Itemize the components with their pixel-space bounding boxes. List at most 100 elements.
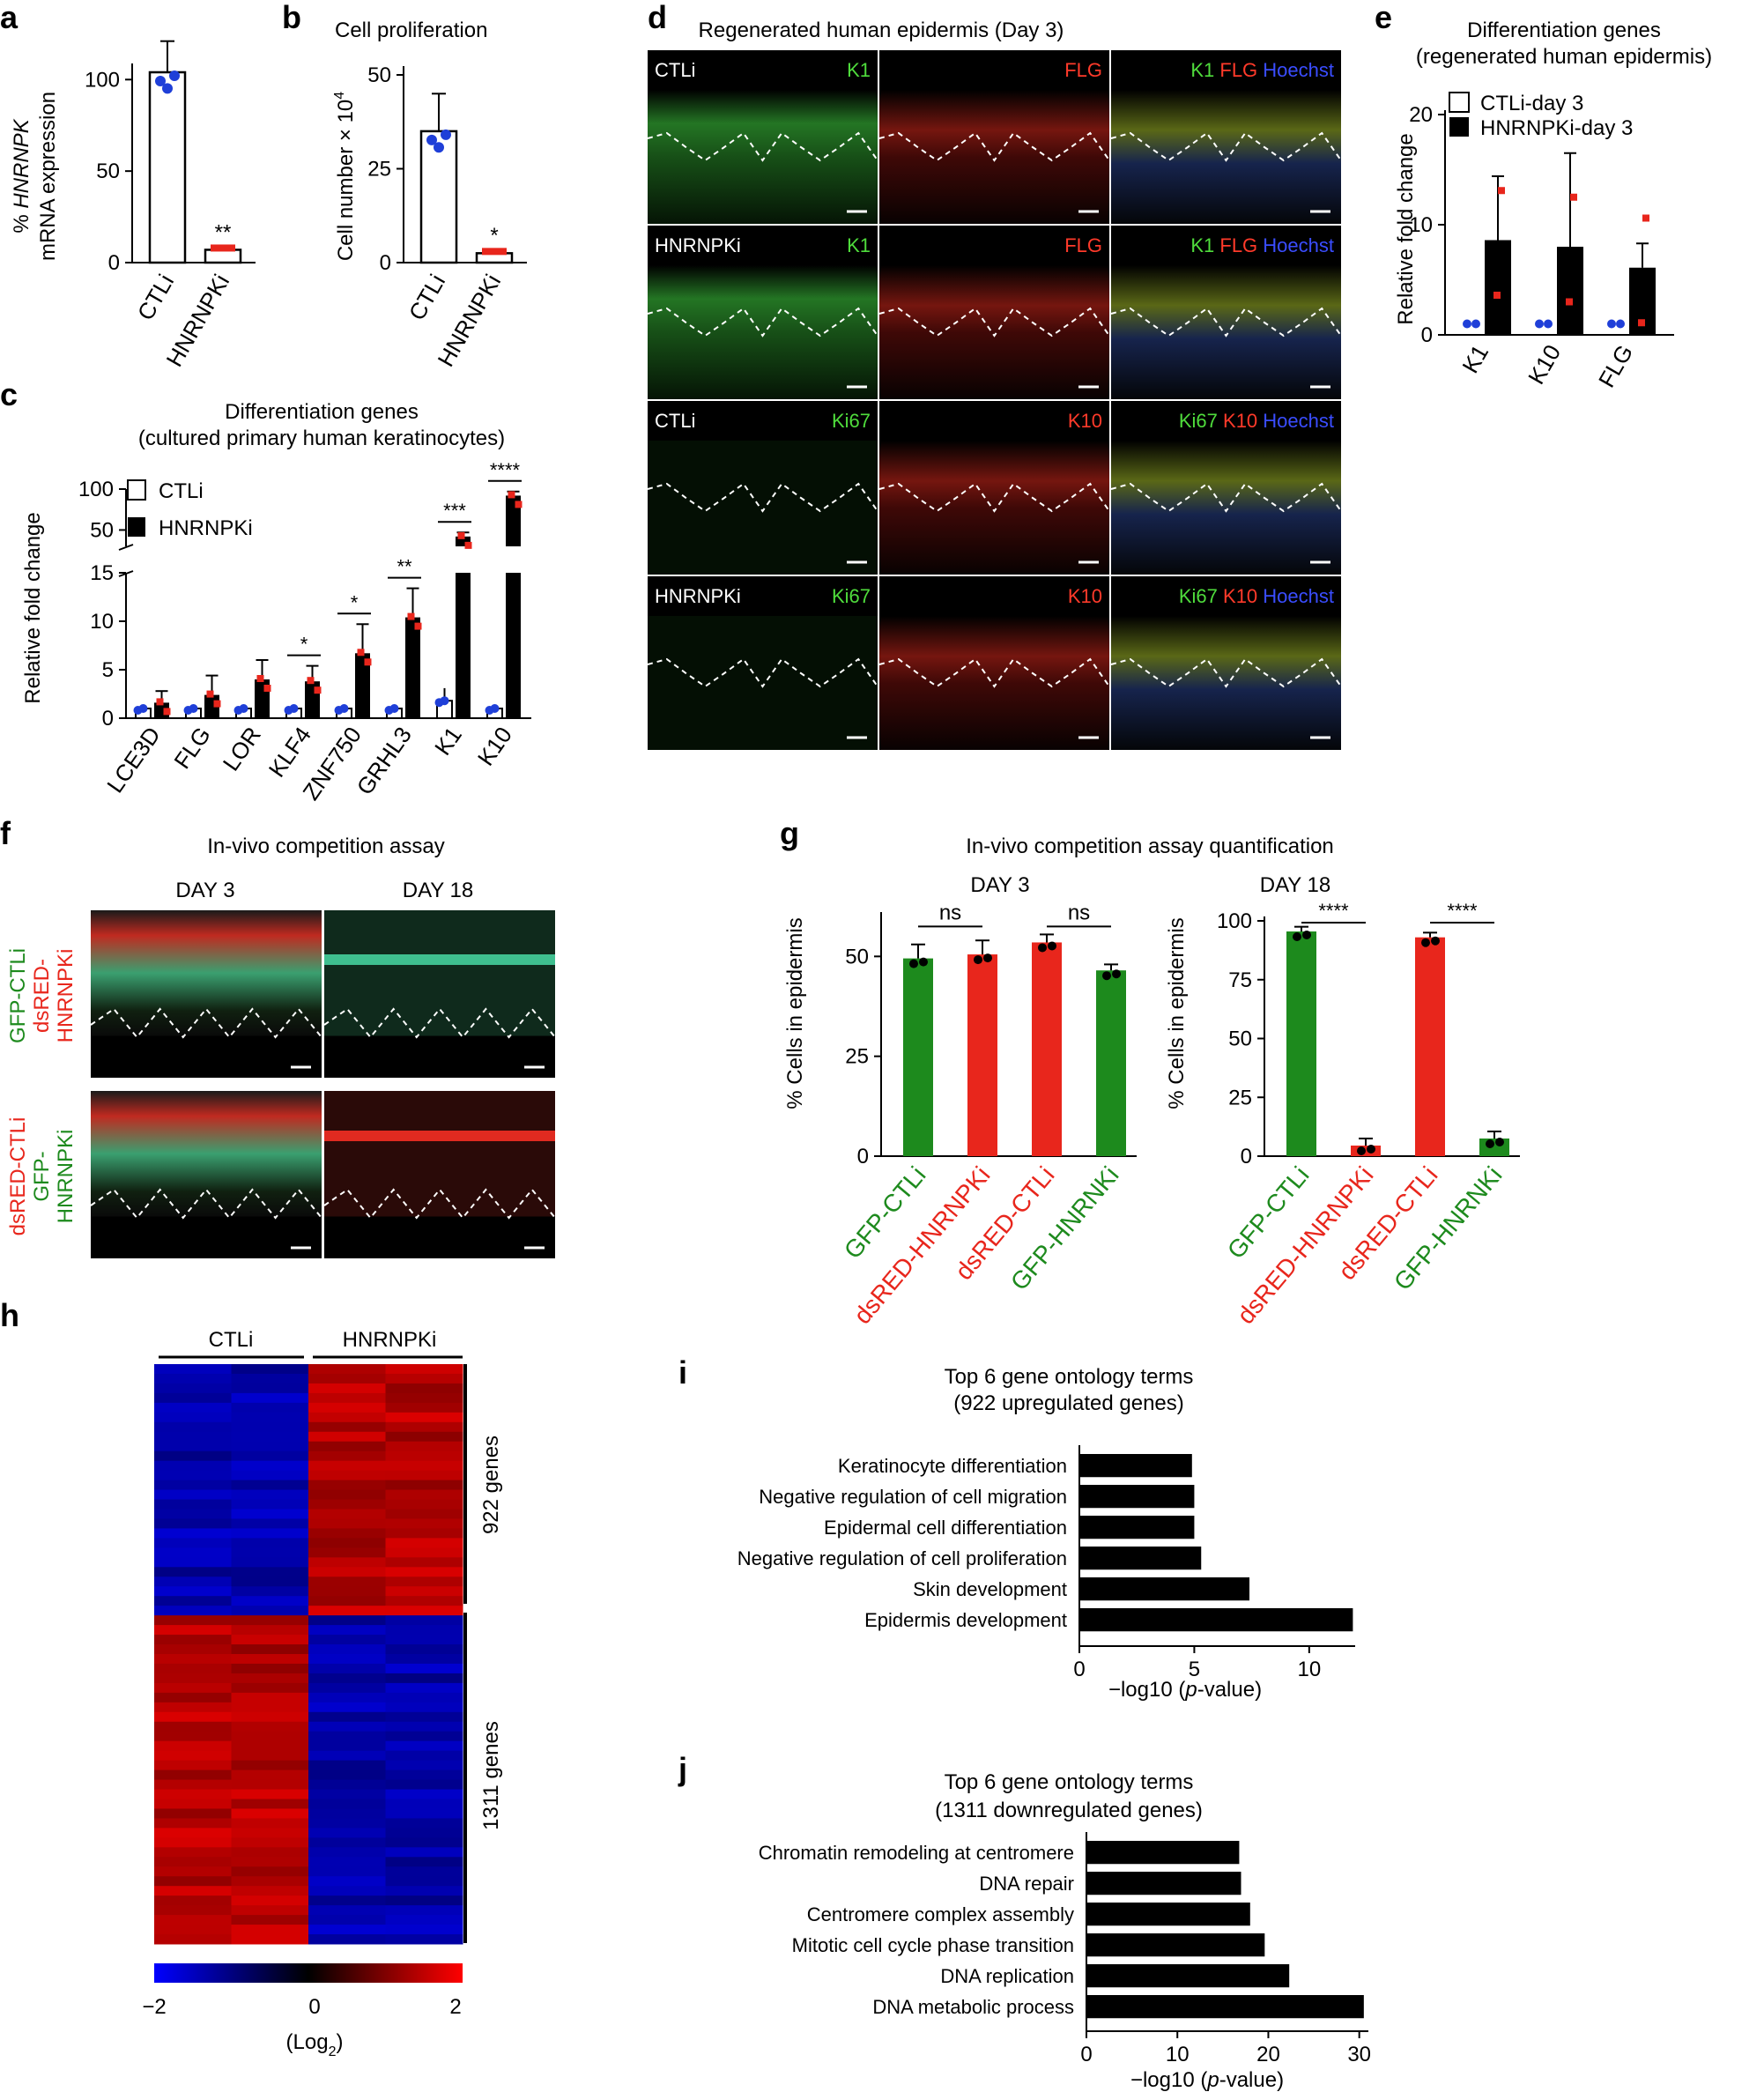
heatmap-cell (385, 1528, 463, 1539)
heatmap-cell (308, 1847, 386, 1858)
i-category-label-0: Keratinocyte differentiation (838, 1455, 1067, 1477)
heatmap-cell (231, 1731, 309, 1742)
heatmap-cell (154, 1557, 232, 1568)
heatmap-cell (154, 1576, 232, 1587)
c-bar-hnrnpki-K1 (456, 573, 471, 718)
heatmap-cell (308, 1450, 386, 1462)
heatmap-cell (308, 1470, 386, 1481)
heatmap-cell (385, 1847, 463, 1858)
h-down-label: 1311 genes (479, 1721, 503, 1830)
panel-label-e: e (1375, 0, 1392, 35)
heatmap-cell (385, 1915, 463, 1925)
heatmap-cell (385, 1663, 463, 1674)
a-ylabel-1: % HNRNPK (10, 118, 33, 233)
heatmap-cell (385, 1750, 463, 1762)
e-point-hnrnpki (1566, 298, 1573, 306)
d-title: Regenerated human epidermis (Day 3) (699, 19, 1064, 42)
d-basement-membrane-line (1110, 657, 1342, 688)
i-category-label-2: Epidermal cell differentiation (824, 1517, 1067, 1539)
e-point-ctli (1607, 319, 1616, 329)
c-point-ctli (334, 706, 344, 715)
heatmap-cell (154, 1847, 232, 1858)
c-y-tick-label: 5 (102, 658, 114, 682)
c-x-label-LOR: LOR (218, 722, 266, 775)
chart-i: 0 5 10 Keratinocyte differentiation Negative… (737, 1445, 1355, 1681)
heatmap-cell (231, 1905, 309, 1916)
heatmap-cell (385, 1721, 463, 1732)
f-row2-label-b: GFP- (30, 1151, 54, 1201)
c-point-ctli (133, 706, 143, 715)
heatmap-cell (385, 1480, 463, 1491)
c-point-hnrnpki (156, 698, 164, 706)
c-point-hnrnpki (263, 685, 271, 692)
j-category-label-0: Chromatin remodeling at centromere (759, 1842, 1074, 1864)
f-basement-membrane-line (323, 1188, 556, 1220)
c-point-hnrnpki (256, 675, 264, 682)
heatmap-cell (231, 1895, 309, 1906)
d-merge-red: K10 (1223, 410, 1263, 432)
i-x-tick-label: 0 (1073, 1658, 1085, 1681)
g-ylabel-2: % Cells in epidermis (1165, 917, 1189, 1109)
c-point-hnrnpki (515, 501, 523, 508)
heatmap-cell (308, 1654, 386, 1665)
heatmap-cell (308, 1576, 386, 1587)
heatmap-cell (308, 1915, 386, 1925)
heatmap-cell (385, 1644, 463, 1655)
h-colorbar (154, 1963, 463, 1983)
heatmap-cell (231, 1383, 309, 1394)
heatmap-cell (154, 1586, 232, 1597)
heatmap-cell (385, 1837, 463, 1848)
c-point-ctli (183, 706, 193, 715)
g-day18-point (1293, 932, 1301, 942)
f-col-day18: DAY 18 (403, 879, 474, 902)
heatmap-cell (154, 1876, 232, 1887)
heatmap-cell (154, 1750, 232, 1762)
panel-label-d: d (648, 0, 667, 35)
f-image-tissue (91, 910, 322, 1036)
j-title-1: Top 6 gene ontology terms (945, 1770, 1194, 1794)
heatmap-cell (154, 1779, 232, 1791)
heatmap-cell (154, 1828, 232, 1838)
heatmap-cell (385, 1866, 463, 1877)
panel-d: Regenerated human epidermis (Day 3) CTLi… (647, 19, 1342, 750)
heatmap-cell (154, 1528, 232, 1539)
g-sub-day3: DAY 3 (970, 873, 1029, 897)
heatmap-cell (154, 1547, 232, 1558)
d-image-tissue (1111, 90, 1341, 224)
heatmap-cell (231, 1702, 309, 1713)
heatmap-cell (231, 1654, 309, 1665)
heatmap-cell (308, 1779, 386, 1791)
e-legend-swatch-hnrnpki (1449, 117, 1469, 137)
i-category-label-5: Epidermis development (864, 1609, 1067, 1631)
c-point-hnrnpki (206, 690, 214, 698)
heatmap-cell (231, 1663, 309, 1674)
c-sig: * (300, 634, 308, 656)
heatmap-cell (308, 1412, 386, 1423)
c-point-hnrnpki (163, 708, 171, 716)
g-title: In-vivo competition assay quantification (966, 835, 1334, 858)
d-channel-label-merge: K1 FLG Hoechst (1190, 234, 1334, 256)
heatmap-cell (385, 1412, 463, 1423)
h-cbar-tick-neg: −2 (142, 1995, 166, 2019)
e-y-tick-label: 0 (1421, 323, 1433, 347)
heatmap-cell (231, 1538, 309, 1548)
heatmap-cell (308, 1799, 386, 1809)
heatmap-cell (231, 1808, 309, 1819)
g-day3-point (1102, 971, 1111, 981)
d-channel-label-red: K10 (1068, 410, 1102, 432)
g-day18-bar-dsRED-CTLi (1415, 937, 1445, 1156)
heatmap-cell (231, 1711, 309, 1723)
heatmap-cell (308, 1557, 386, 1568)
c-point-ctli (384, 706, 394, 715)
d-basement-membrane-line (647, 482, 878, 513)
g-day18-point (1357, 1146, 1366, 1155)
heatmap-cell (308, 1635, 386, 1645)
d-image-tissue (1111, 616, 1341, 750)
heatmap-cell (308, 1692, 386, 1703)
heatmap-cell (154, 1412, 232, 1423)
heatmap-cell (308, 1615, 386, 1626)
h-cbar-tick-pos: 2 (449, 1995, 461, 2019)
